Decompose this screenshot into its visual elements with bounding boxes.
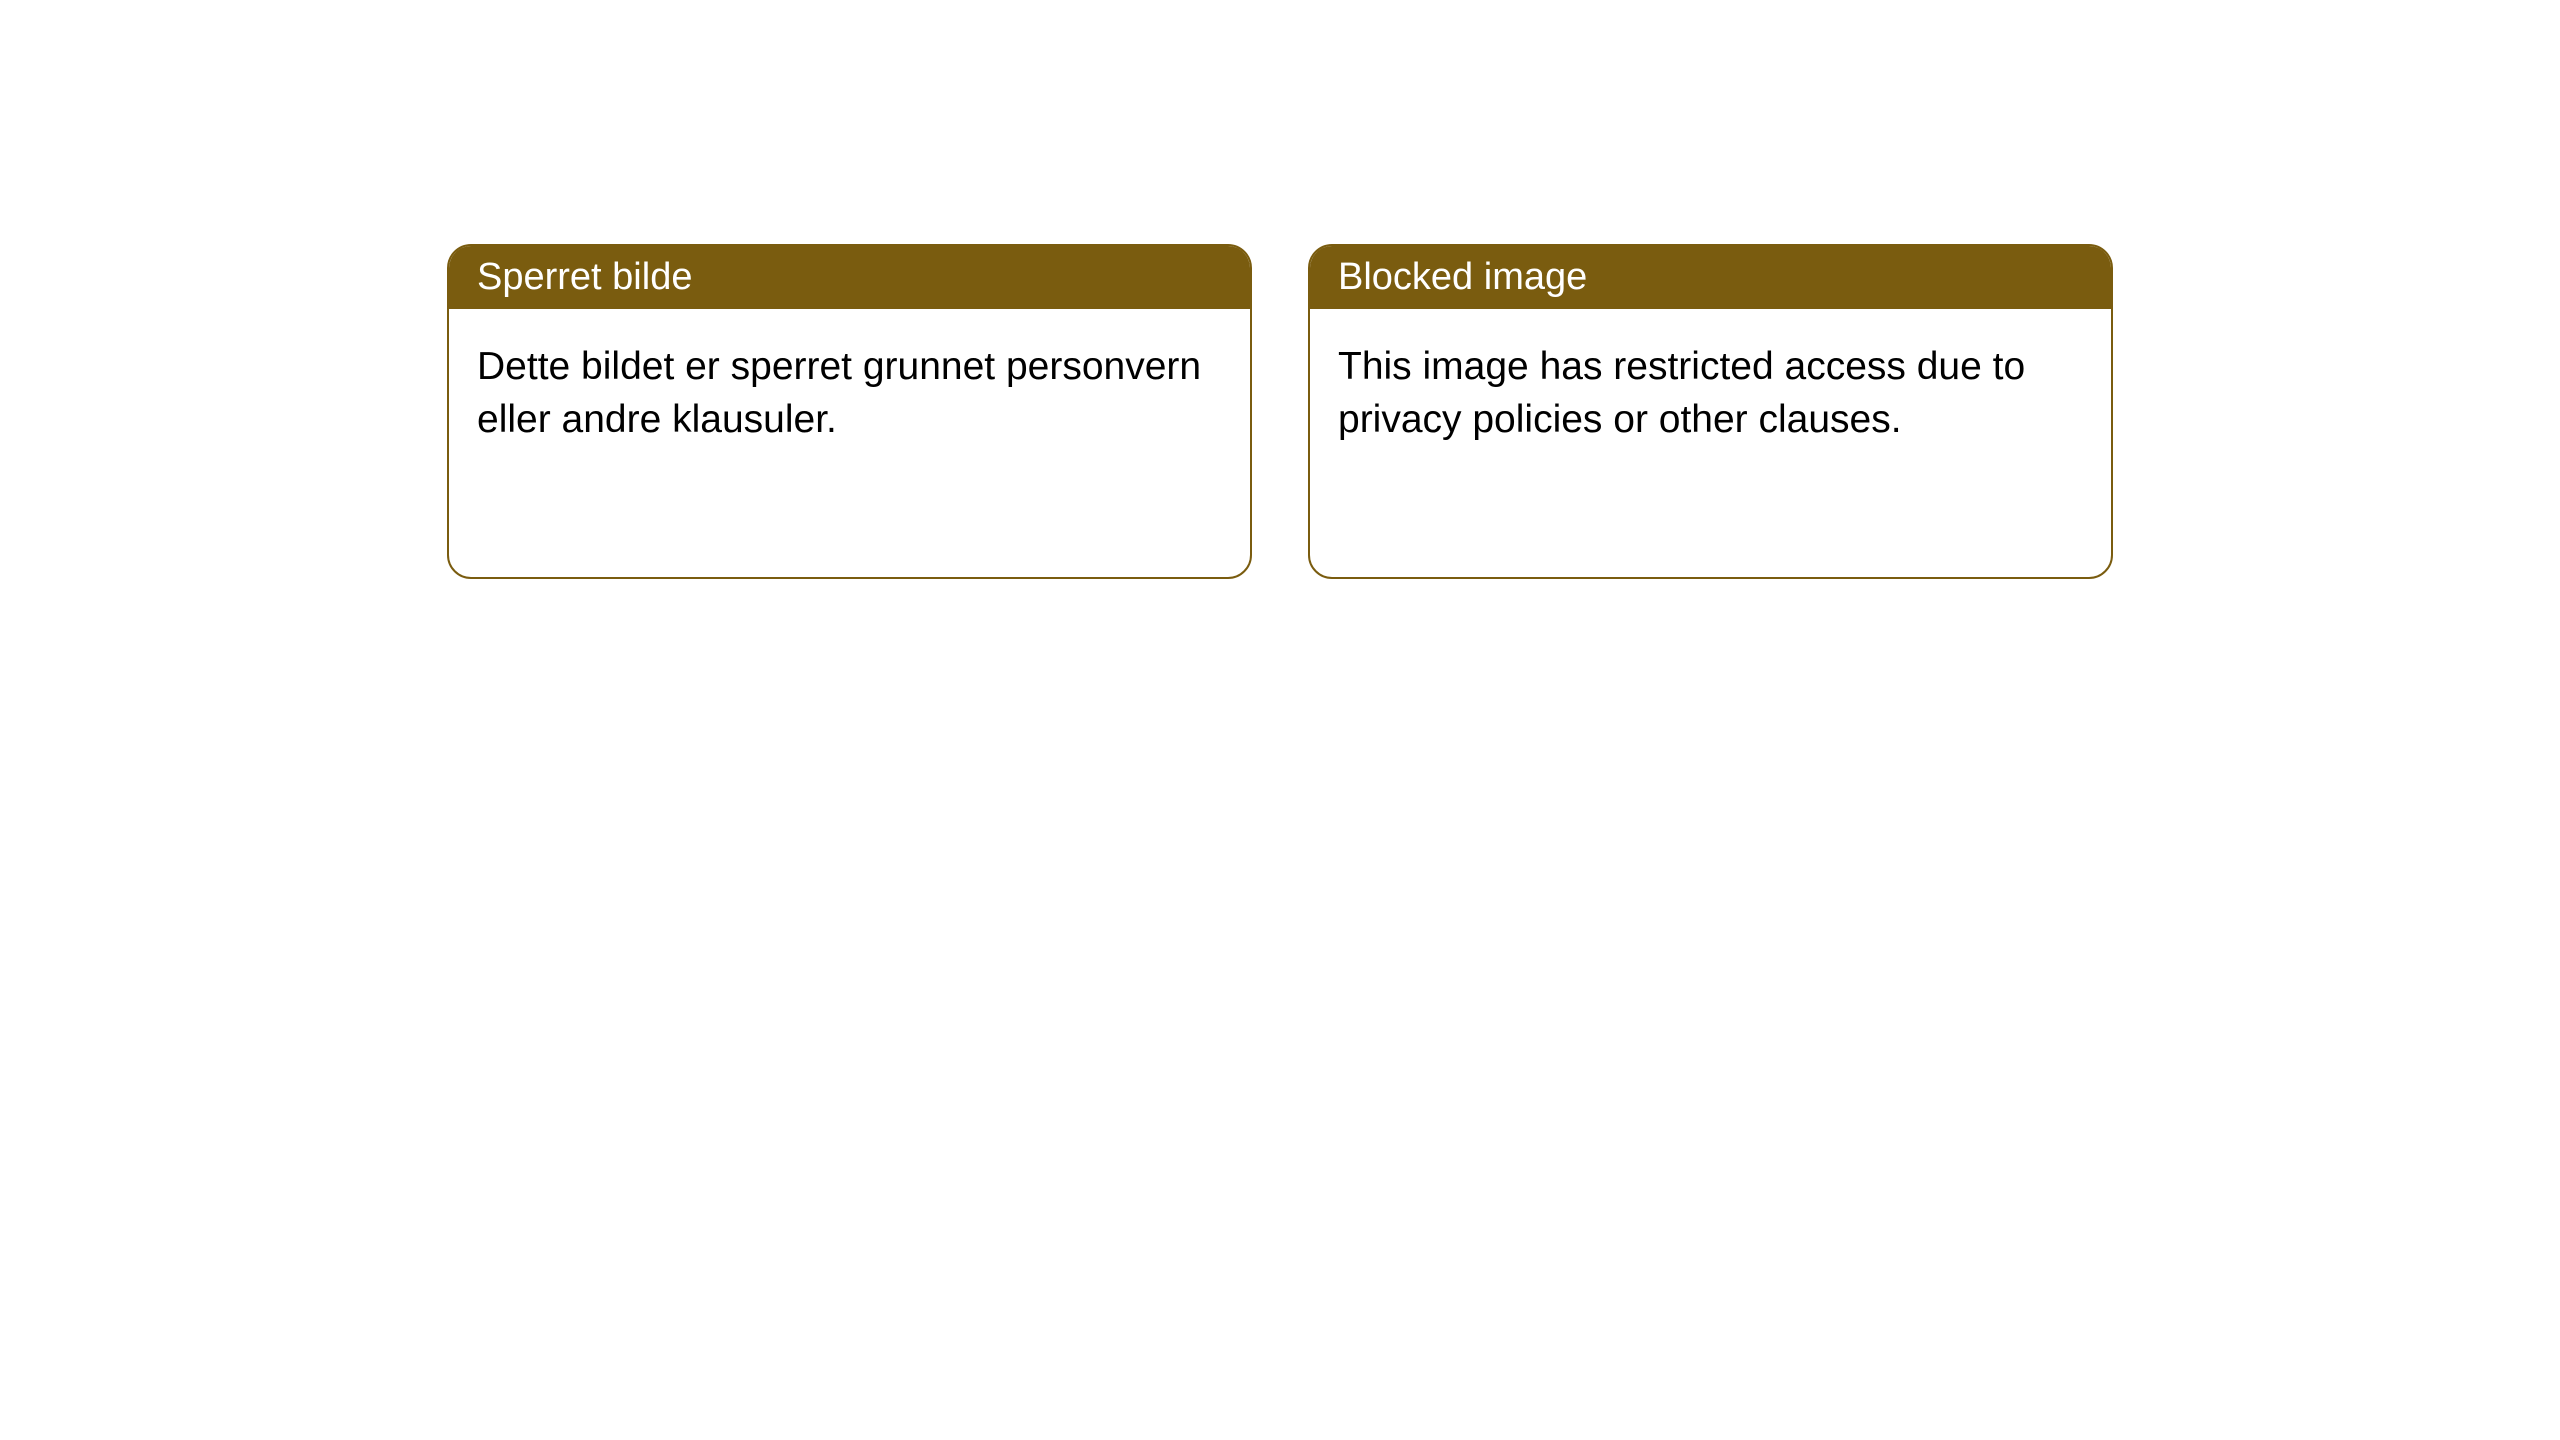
card-body-english: This image has restricted access due to … [1310, 309, 2111, 478]
card-header-norwegian: Sperret bilde [449, 246, 1250, 309]
notice-card-english: Blocked image This image has restricted … [1308, 244, 2113, 579]
notice-container: Sperret bilde Dette bildet er sperret gr… [447, 244, 2113, 1440]
notice-card-norwegian: Sperret bilde Dette bildet er sperret gr… [447, 244, 1252, 579]
card-body-norwegian: Dette bildet er sperret grunnet personve… [449, 309, 1250, 478]
card-header-english: Blocked image [1310, 246, 2111, 309]
